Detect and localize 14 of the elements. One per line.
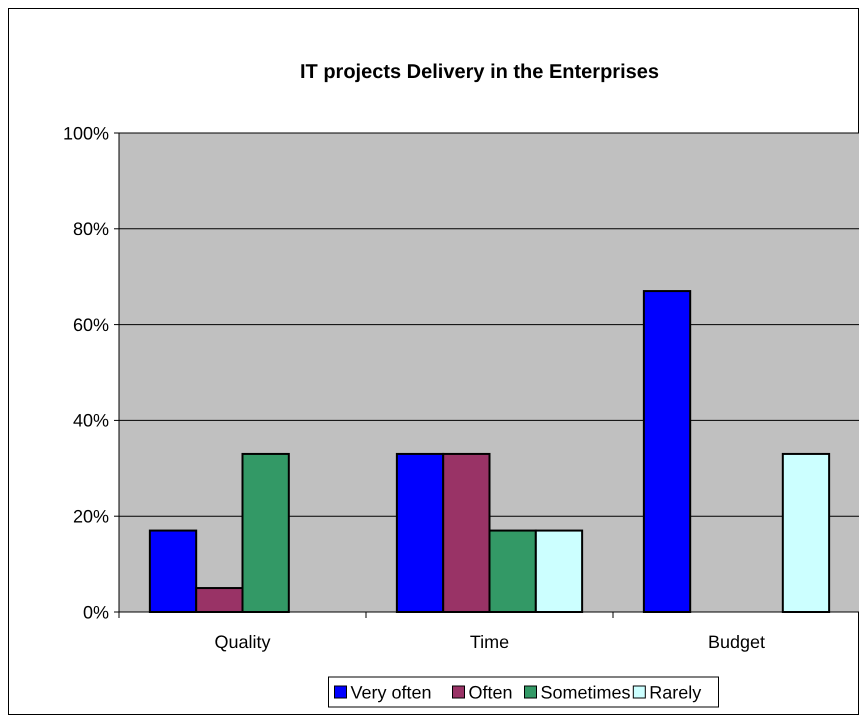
chart-title: IT projects Delivery in the Enterprises [300,61,660,83]
y-tick-label: 60% [72,314,109,335]
legend-label: Often [468,682,513,702]
x-tick-label: Time [470,632,510,652]
legend-label: Sometimes [540,682,631,702]
y-tick-label: 100% [62,123,109,144]
y-tick-label: 0% [82,602,109,622]
x-tick-label: Quality [214,632,271,652]
y-tick-label: 40% [72,410,109,431]
y-tick-label: 80% [72,219,109,240]
legend-label: Rarely [649,682,702,702]
y-tick-label: 20% [72,506,109,526]
legend-label: Very often [350,682,432,702]
x-tick-label: Budget [708,632,766,652]
